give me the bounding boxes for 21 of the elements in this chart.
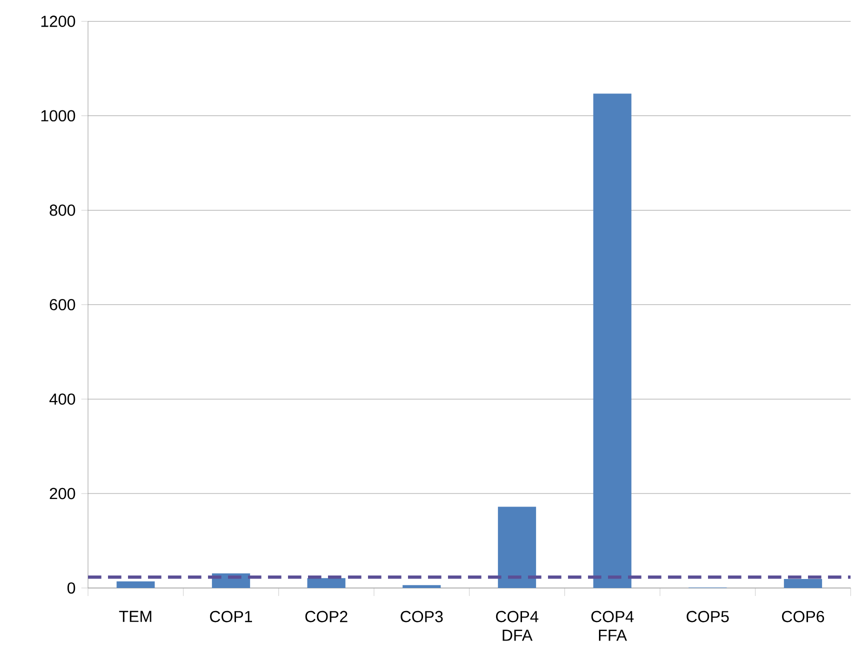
bar [498,506,536,588]
y-tick-label: 1200 [41,16,76,27]
x-tick-label: COP4 FFA [591,610,634,641]
y-tick-label: 1000 [41,110,76,122]
y-tick-label: 400 [49,393,76,405]
bar [402,585,441,588]
bar [784,579,822,588]
y-tick-label: 0 [67,582,76,594]
y-tick-label: 600 [50,299,76,310]
bar [307,578,346,588]
y-tick-label: 200 [50,488,76,500]
x-tick-label: COP1 [210,610,252,622]
x-tick-label: COP5 [686,610,729,622]
x-tick-label: COP4 DFA [496,610,538,641]
x-tick-label: TEM [119,610,152,622]
x-tick-label: COP2 [305,610,348,622]
bar [593,94,632,588]
bar [116,581,155,588]
x-tick-label: COP6 [782,610,824,622]
y-tick-label: 800 [50,204,76,216]
x-tick-label: COP3 [400,610,443,622]
